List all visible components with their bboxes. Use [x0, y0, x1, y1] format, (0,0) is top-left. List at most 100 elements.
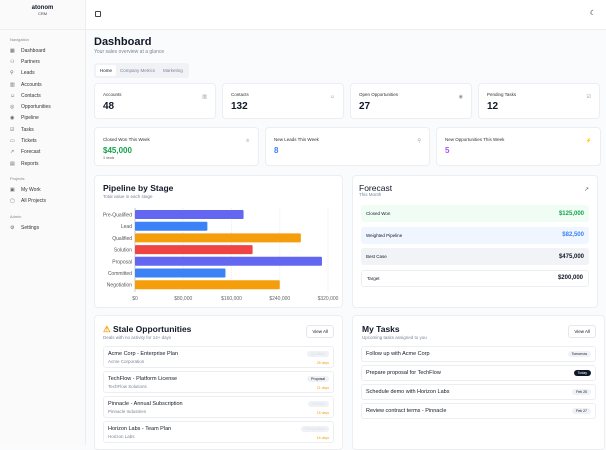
opportunities-icon: ◎: [10, 104, 15, 111]
sidebar-item-reports[interactable]: ▤ Reports: [0, 158, 85, 169]
stale-days: 18 days: [316, 411, 329, 415]
stale-opportunity-item[interactable]: Acme Corp - Enterprise Plan Acme Corporat…: [103, 346, 334, 368]
my-tasks-card: My Tasks Upcoming tasks assigned to you …: [352, 315, 605, 450]
forecast-value: $125,000: [558, 210, 584, 217]
bar-qualified[interactable]: [135, 233, 301, 243]
sidebar-item-accounts[interactable]: ▥ Accounts: [0, 79, 85, 90]
sidebar-item-opportunities[interactable]: ◎ Opportunities: [0, 101, 85, 112]
tab-home[interactable]: Home: [96, 65, 117, 76]
opportunity-company: Horizon Labs: [108, 434, 135, 439]
tab-company-metrics[interactable]: Company Metrics: [120, 68, 156, 73]
sidebar-item-label: My Work: [21, 186, 41, 193]
sidebar-item-pipeline[interactable]: ◉ Pipeline: [0, 113, 85, 124]
bar-lead[interactable]: [135, 221, 208, 231]
due-badge: Today: [573, 370, 591, 376]
stage-badge: Pre-Qualified: [300, 426, 329, 432]
brand-name: atonom: [31, 5, 54, 11]
stale-opportunity-item[interactable]: Pinnacle - Annual Subscription Pinnacle I…: [103, 396, 334, 418]
sidebar-item-label: Dashboard: [21, 47, 46, 54]
task-item[interactable]: Schedule demo with Horizon Labs Feb 25: [361, 384, 596, 400]
task-item[interactable]: Prepare proposal for TechFlow Today: [361, 365, 596, 381]
sidebar-item-tasks[interactable]: ☑ Tasks: [0, 124, 85, 135]
weekly-card: New Leads This Week 8 ⚲: [265, 127, 430, 166]
weekly-note: 3 deals: [103, 156, 115, 160]
sidebar-item-label: All Projects: [21, 198, 47, 205]
bar-proposal[interactable]: [135, 256, 322, 266]
sidebar-item-label: Contacts: [21, 92, 41, 99]
opportunity-name: Pinnacle - Annual Subscription: [108, 401, 183, 407]
warning-icon: ⚠: [103, 324, 111, 334]
bar-solution[interactable]: [135, 245, 253, 255]
tab-marketing[interactable]: Marketing: [163, 68, 183, 73]
bar-committed[interactable]: [135, 268, 226, 278]
sidebar-item-all-projects[interactable]: ▢ All Projects: [0, 196, 85, 207]
stale-title-text: Stale Opportunities: [113, 324, 192, 334]
stat-value: 48: [103, 101, 115, 112]
stat-label: Contacts: [231, 92, 249, 97]
y-tick-label: Negotiation: [107, 283, 133, 289]
stale-opportunity-item[interactable]: Horizon Labs - Team Plan Horizon Labs Pre-…: [103, 421, 334, 443]
forecast-subtitle: This Month: [359, 192, 382, 197]
sidebar-item-label: Partners: [21, 58, 40, 65]
bar-negotiation[interactable]: [135, 280, 280, 290]
x-tick-label: $80,000: [174, 296, 192, 302]
opportunity-company: Acme Corporation: [108, 359, 145, 364]
sidebar-item-my-work[interactable]: ▣ My Work: [0, 184, 85, 195]
theme-toggle-icon[interactable]: ☾: [589, 10, 596, 17]
tasks-title: My Tasks: [362, 324, 400, 334]
due-badge: Tomorrow: [567, 351, 591, 357]
tasks-subtitle: Upcoming tasks assigned to you: [362, 335, 427, 340]
sidebar-item-label: Accounts: [21, 81, 42, 88]
sidebar-item-label: Opportunities: [21, 104, 51, 111]
my-work-icon: ▣: [10, 186, 15, 193]
stale-days: 21 days: [316, 386, 329, 390]
tasks-view-all-button[interactable]: View All: [568, 325, 596, 338]
opportunity-name: TechFlow - Platform License: [108, 376, 178, 382]
stale-title: ⚠ Stale Opportunities: [103, 324, 191, 335]
sidebar-item-tickets[interactable]: ▭ Tickets: [0, 135, 85, 146]
leads-icon: ⚲: [10, 70, 14, 77]
due-badge: Feb 27: [572, 408, 591, 414]
weekly-icon: ♕: [245, 138, 250, 144]
sidebar-item-partners[interactable]: ⚇ Partners: [0, 56, 85, 67]
x-tick-label: $0: [132, 296, 138, 302]
opportunity-company: Pinnacle Industries: [108, 409, 147, 414]
sidebar-toggle-icon[interactable]: [95, 11, 101, 17]
page-title: Dashboard: [94, 36, 152, 48]
y-tick-label: Pre-Qualified: [103, 213, 132, 219]
weekly-label: New Opportunities This Week: [445, 137, 505, 142]
brand-sub: CRM: [37, 11, 48, 16]
forecast-label: Target: [367, 275, 380, 281]
weekly-value: $45,000: [103, 146, 132, 155]
tasks-icon: ☑: [10, 126, 15, 133]
stat-card: Contacts 132 ☺: [222, 83, 344, 119]
sidebar-item-leads[interactable]: ⚲ Leads: [0, 68, 85, 79]
forecast-row: Target $200,000: [361, 269, 589, 287]
task-item[interactable]: Follow up with Acme Corp Tomorrow: [361, 346, 596, 362]
sidebar-item-contacts[interactable]: ☺ Contacts: [0, 90, 85, 101]
sidebar-item-label: Tickets: [21, 138, 37, 145]
opportunity-company: TechFlow Solutions: [108, 384, 147, 389]
weekly-icon: ⚡: [585, 138, 592, 144]
weekly-value: 8: [274, 146, 279, 155]
task-item[interactable]: Review contract terms - Pinnacle Feb 27: [361, 403, 596, 419]
weekly-label: New Leads This Week: [274, 137, 319, 142]
stage-badge: Solution: [308, 401, 329, 407]
opportunity-name: Acme Corp - Enterprise Plan: [108, 351, 178, 357]
pipeline-chart: $0 $80,000 $160,000 $240,000 $320,000 Pre-Qua…: [103, 208, 339, 302]
stat-icon: ▥: [202, 94, 207, 100]
sidebar-item-forecast[interactable]: ↗ Forecast: [0, 147, 85, 158]
stale-opportunity-item[interactable]: TechFlow - Platform License TechFlow Solu…: [103, 371, 334, 393]
weekly-icon: ⚲: [417, 138, 421, 144]
stale-view-all-button[interactable]: View All: [306, 325, 334, 338]
sidebar-section-label: Projects: [10, 176, 25, 182]
logo[interactable]: atonom CRM: [0, 0, 85, 30]
sidebar-item-label: Settings: [21, 224, 40, 231]
partners-icon: ⚇: [10, 58, 15, 65]
sidebar-item-dashboard[interactable]: ▦ Dashboard: [0, 45, 85, 56]
forecast-label: Best Case: [366, 254, 387, 259]
stage-badge: Proposal: [307, 376, 329, 382]
sidebar-item-label: Forecast: [21, 149, 41, 156]
bar-pre-qualified[interactable]: [135, 210, 244, 219]
sidebar-item-settings[interactable]: ⚙ Settings: [0, 222, 85, 233]
